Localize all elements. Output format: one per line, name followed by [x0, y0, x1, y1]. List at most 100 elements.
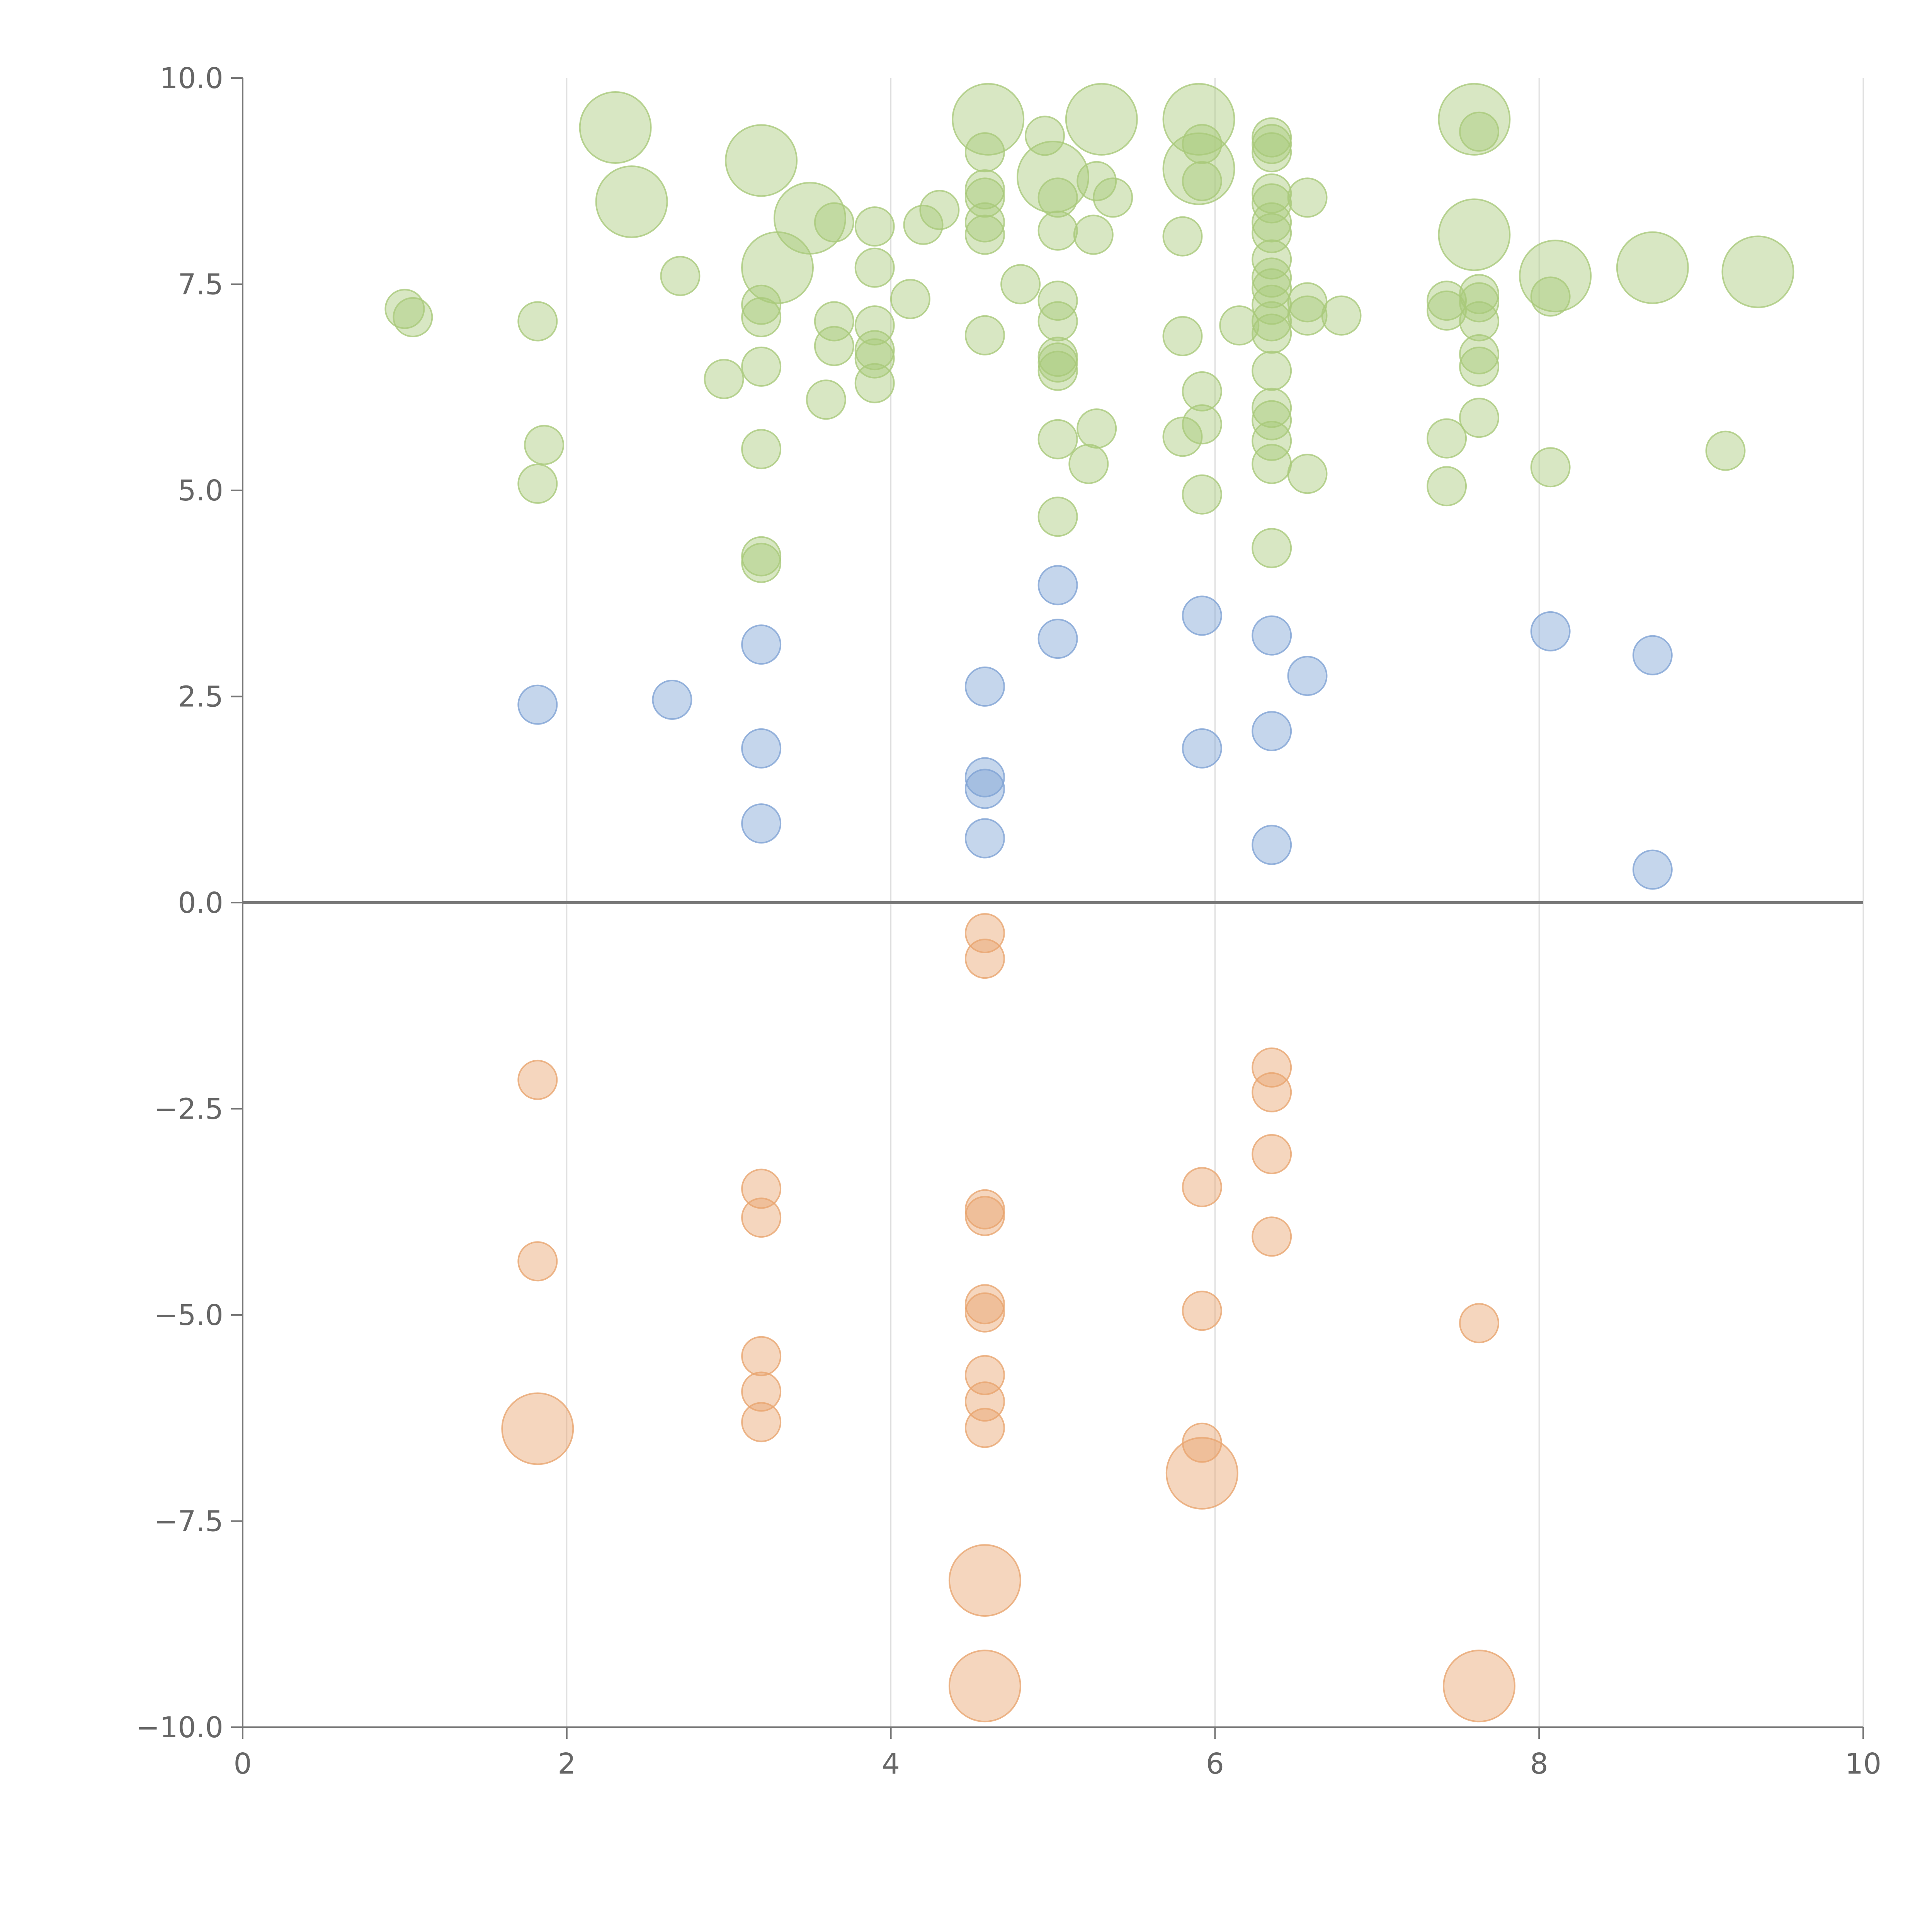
data-point-orange — [501, 1392, 574, 1465]
data-point-green — [1438, 83, 1511, 156]
y-tick-label: −7.5 — [154, 1505, 223, 1538]
data-point-green — [1182, 124, 1222, 164]
data-point-orange — [1182, 1167, 1222, 1208]
data-point-green — [1252, 350, 1292, 391]
data-point-orange — [964, 1292, 1005, 1333]
y-tick-label: 7.5 — [178, 268, 223, 301]
data-point-green — [964, 177, 1005, 218]
data-point-green — [704, 359, 744, 399]
data-point-green — [773, 182, 846, 255]
x-tick-label: 2 — [558, 1747, 576, 1781]
data-point-blue — [1252, 825, 1292, 865]
data-point-green — [890, 279, 930, 319]
data-point-orange — [964, 1196, 1005, 1236]
data-point-blue — [1252, 711, 1292, 752]
data-point-green — [1459, 111, 1499, 152]
data-point-orange — [741, 1197, 782, 1238]
data-point-green — [1438, 198, 1511, 271]
data-point-green — [1252, 173, 1292, 214]
data-point-green — [1459, 301, 1499, 342]
data-point-green — [806, 379, 846, 420]
y-tick-label: −2.5 — [154, 1093, 223, 1126]
data-point-green — [1037, 177, 1078, 218]
data-point-green — [1182, 371, 1222, 412]
data-point-green — [1065, 83, 1138, 156]
data-point-orange — [948, 1544, 1021, 1617]
data-point-green — [1252, 202, 1292, 243]
data-point-orange — [1459, 1303, 1499, 1344]
data-point-green — [1077, 161, 1117, 201]
data-point-green — [1287, 177, 1328, 218]
data-point-green — [903, 204, 944, 245]
data-point-green — [1182, 474, 1222, 515]
data-point-green — [1219, 305, 1260, 346]
data-point-orange — [741, 1168, 782, 1209]
data-point-blue — [964, 757, 1005, 798]
data-point-green — [1252, 400, 1292, 440]
data-point-blue — [741, 728, 782, 769]
data-point-green — [964, 132, 1005, 173]
data-point-blue — [1182, 728, 1222, 769]
data-point-orange — [741, 1336, 782, 1376]
data-point-green — [1459, 346, 1499, 387]
data-point-green — [1000, 264, 1041, 304]
axis-layer: 10.0 7.5 5.0 2.5 0.0 −2.5 −5.0 −7.5 −10.0 0 2 4 6 8 10 — [136, 62, 1881, 1781]
data-point-green — [1616, 231, 1689, 304]
data-point-green — [1252, 268, 1292, 309]
x-tick-label: 8 — [1530, 1747, 1548, 1781]
data-point-orange — [741, 1402, 782, 1442]
data-point-green — [814, 326, 854, 366]
data-point-orange — [1252, 1216, 1292, 1257]
data-point-green — [384, 289, 425, 329]
data-point-green — [964, 202, 1005, 243]
data-point-green — [854, 363, 895, 403]
data-point-green — [1252, 313, 1292, 354]
data-point-orange — [741, 1371, 782, 1412]
data-point-orange — [1165, 1437, 1238, 1510]
data-point-green — [1182, 161, 1222, 201]
data-point-blue — [1287, 656, 1328, 696]
data-point-green — [919, 190, 960, 230]
data-point-green — [1252, 124, 1292, 164]
x-tick-label: 6 — [1206, 1747, 1224, 1781]
data-point-green — [1037, 301, 1078, 342]
data-point-green — [1252, 528, 1292, 568]
data-point-blue — [964, 769, 1005, 809]
data-point-green — [1037, 281, 1078, 321]
data-point-orange — [964, 1408, 1005, 1448]
data-point-green — [964, 315, 1005, 355]
data-point-blue — [1632, 635, 1673, 675]
data-point-orange — [964, 939, 1005, 979]
data-point-green — [1162, 216, 1203, 257]
data-point-green — [1037, 350, 1078, 391]
data-point-green — [660, 256, 701, 296]
y-tick-label: 0.0 — [178, 886, 223, 920]
data-point-green — [1721, 235, 1794, 308]
data-point-green — [814, 202, 854, 243]
data-point-green — [964, 214, 1005, 255]
data-point-green — [1037, 497, 1078, 537]
data-point-green — [1025, 116, 1065, 156]
data-point-blue — [1632, 849, 1673, 890]
data-point-green — [1459, 398, 1499, 438]
data-point-blue — [652, 680, 692, 720]
y-tick-label: 5.0 — [178, 474, 223, 507]
data-point-green — [1162, 83, 1235, 156]
data-point-green — [517, 463, 558, 504]
data-point-green — [741, 543, 782, 583]
x-tick-label: 0 — [233, 1747, 252, 1781]
data-point-orange — [1252, 1047, 1292, 1088]
data-point-green — [1427, 290, 1467, 331]
y-tick-label: 10.0 — [160, 62, 223, 95]
data-point-green — [1162, 417, 1203, 457]
points-layer — [384, 83, 1794, 1723]
data-point-green — [1037, 419, 1078, 459]
data-point-green — [741, 429, 782, 469]
data-point-green — [1252, 444, 1292, 484]
y-tick-label: −5.0 — [154, 1299, 223, 1332]
data-point-green — [1530, 447, 1571, 488]
data-point-green — [1252, 239, 1292, 280]
data-point-green — [1252, 388, 1292, 428]
data-point-green — [1252, 132, 1292, 173]
